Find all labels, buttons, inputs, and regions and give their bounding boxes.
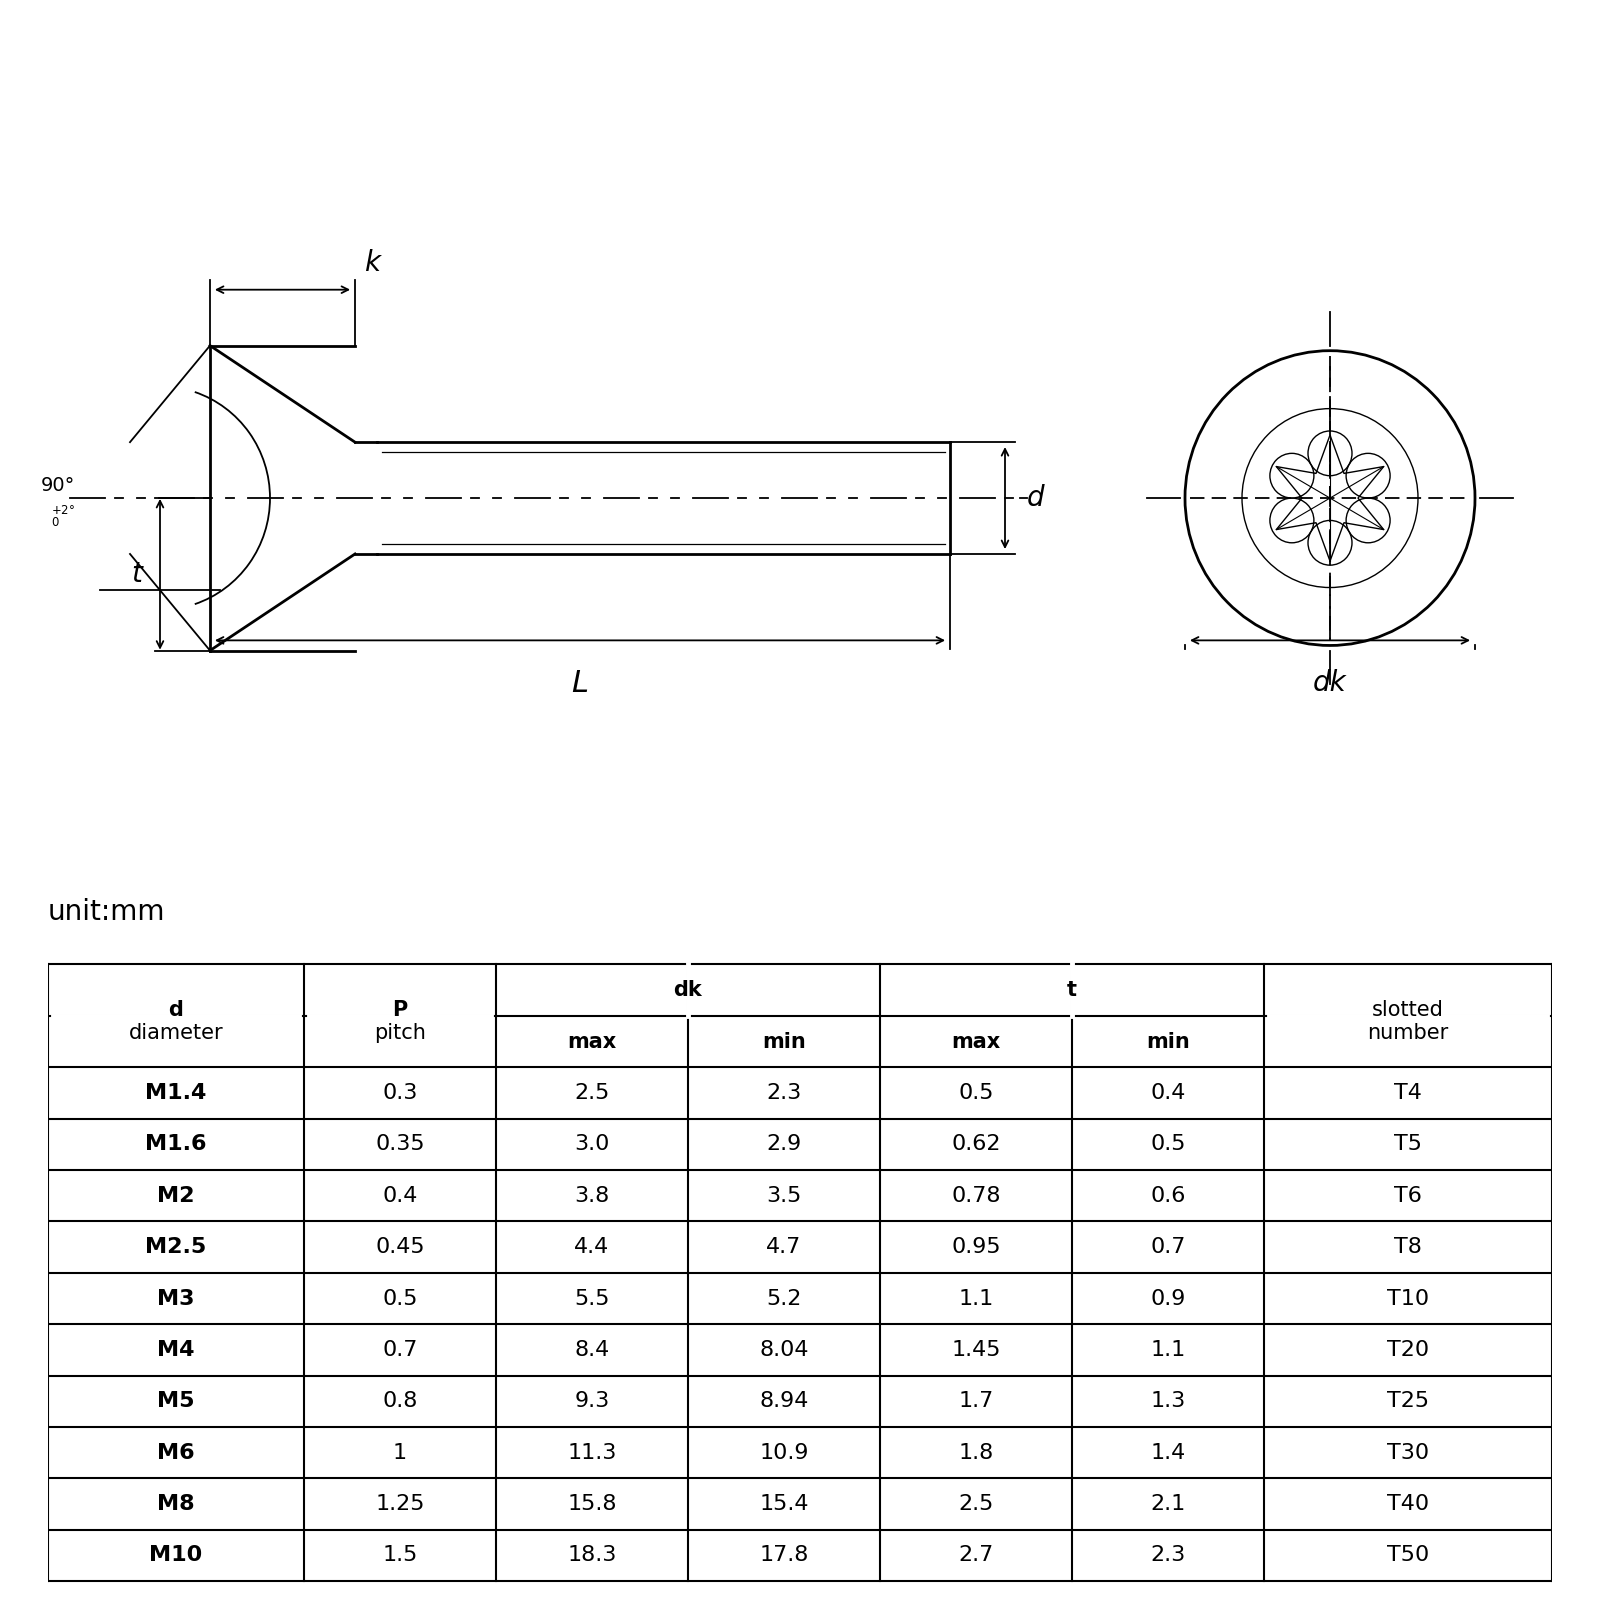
Text: T8: T8: [1394, 1237, 1422, 1258]
Text: 5.2: 5.2: [766, 1288, 802, 1309]
Text: 1.1: 1.1: [1150, 1339, 1186, 1360]
Text: k: k: [365, 250, 381, 277]
Text: 2.5: 2.5: [574, 1083, 610, 1102]
Text: 2.7: 2.7: [958, 1546, 994, 1565]
Text: 1.7: 1.7: [958, 1392, 994, 1411]
Text: 5.5: 5.5: [574, 1288, 610, 1309]
Text: T25: T25: [1387, 1392, 1429, 1411]
Text: diameter: diameter: [128, 1024, 224, 1043]
Text: 11.3: 11.3: [568, 1443, 616, 1462]
Text: 0.4: 0.4: [382, 1186, 418, 1206]
Text: 3.8: 3.8: [574, 1186, 610, 1206]
Text: 0.45: 0.45: [374, 1237, 426, 1258]
Text: T50: T50: [1387, 1546, 1429, 1565]
Text: 10.9: 10.9: [760, 1443, 808, 1462]
Text: 1.4: 1.4: [1150, 1443, 1186, 1462]
Text: 2.3: 2.3: [766, 1083, 802, 1102]
Text: 1.25: 1.25: [376, 1494, 424, 1514]
Text: M6: M6: [157, 1443, 195, 1462]
Text: 15.4: 15.4: [760, 1494, 808, 1514]
Text: 0.5: 0.5: [382, 1288, 418, 1309]
Text: L: L: [571, 669, 589, 698]
Text: 1.1: 1.1: [958, 1288, 994, 1309]
Text: 1.8: 1.8: [958, 1443, 994, 1462]
Text: pitch: pitch: [374, 1024, 426, 1043]
Text: 8.04: 8.04: [760, 1339, 808, 1360]
Text: 0.7: 0.7: [382, 1339, 418, 1360]
Text: 3.5: 3.5: [766, 1186, 802, 1206]
Text: 3.0: 3.0: [574, 1134, 610, 1154]
Text: 0.5: 0.5: [958, 1083, 994, 1102]
Text: T6: T6: [1394, 1186, 1422, 1206]
Text: 0.35: 0.35: [374, 1134, 426, 1154]
Text: 1.45: 1.45: [952, 1339, 1000, 1360]
Text: 9.3: 9.3: [574, 1392, 610, 1411]
Text: T20: T20: [1387, 1339, 1429, 1360]
Text: 8.4: 8.4: [574, 1339, 610, 1360]
Text: 4.7: 4.7: [766, 1237, 802, 1258]
Text: 1.5: 1.5: [382, 1546, 418, 1565]
Text: M2.5: M2.5: [146, 1237, 206, 1258]
Text: dk: dk: [1314, 669, 1347, 698]
Text: T30: T30: [1387, 1443, 1429, 1462]
Text: 0.9: 0.9: [1150, 1288, 1186, 1309]
Text: 2.9: 2.9: [766, 1134, 802, 1154]
Text: M8: M8: [157, 1494, 195, 1514]
Text: 0.78: 0.78: [952, 1186, 1000, 1206]
Text: 8.94: 8.94: [760, 1392, 808, 1411]
Text: slotted: slotted: [1373, 1000, 1443, 1021]
Text: M10: M10: [149, 1546, 203, 1565]
Text: 18.3: 18.3: [568, 1546, 616, 1565]
Text: max: max: [568, 1032, 616, 1051]
Text: 4.4: 4.4: [574, 1237, 610, 1258]
Text: 0.8: 0.8: [382, 1392, 418, 1411]
Text: d: d: [168, 1000, 184, 1021]
Text: 2.1: 2.1: [1150, 1494, 1186, 1514]
Text: M4: M4: [157, 1339, 195, 1360]
Text: 2.5: 2.5: [958, 1494, 994, 1514]
Text: M1.4: M1.4: [146, 1083, 206, 1102]
Text: T40: T40: [1387, 1494, 1429, 1514]
Text: min: min: [762, 1032, 806, 1051]
Text: 0.4: 0.4: [1150, 1083, 1186, 1102]
Text: 0.3: 0.3: [382, 1083, 418, 1102]
Text: 0.5: 0.5: [1150, 1134, 1186, 1154]
Text: 15.8: 15.8: [568, 1494, 616, 1514]
Text: 1.3: 1.3: [1150, 1392, 1186, 1411]
Text: 2.3: 2.3: [1150, 1546, 1186, 1565]
Text: P: P: [392, 1000, 408, 1021]
Text: 0.62: 0.62: [952, 1134, 1000, 1154]
Text: T5: T5: [1394, 1134, 1422, 1154]
Text: M1.6: M1.6: [146, 1134, 206, 1154]
Text: M2: M2: [157, 1186, 195, 1206]
Text: M3: M3: [157, 1288, 195, 1309]
Text: 0.7: 0.7: [1150, 1237, 1186, 1258]
Text: dk: dk: [674, 981, 702, 1000]
Text: max: max: [952, 1032, 1000, 1051]
Text: 1: 1: [394, 1443, 406, 1462]
Text: 17.8: 17.8: [760, 1546, 808, 1565]
Text: T4: T4: [1394, 1083, 1422, 1102]
Text: d: d: [1027, 485, 1045, 512]
Text: 90°: 90°: [40, 477, 75, 496]
Text: number: number: [1368, 1024, 1448, 1043]
Text: min: min: [1146, 1032, 1190, 1051]
Text: t: t: [1067, 981, 1077, 1000]
Text: M5: M5: [157, 1392, 195, 1411]
Text: 0.95: 0.95: [950, 1237, 1002, 1258]
Text: T10: T10: [1387, 1288, 1429, 1309]
Text: $^{+2°}_{0}$: $^{+2°}_{0}$: [51, 504, 75, 530]
Text: 0.6: 0.6: [1150, 1186, 1186, 1206]
Text: t: t: [131, 560, 142, 589]
Text: unit:mm: unit:mm: [48, 898, 165, 925]
